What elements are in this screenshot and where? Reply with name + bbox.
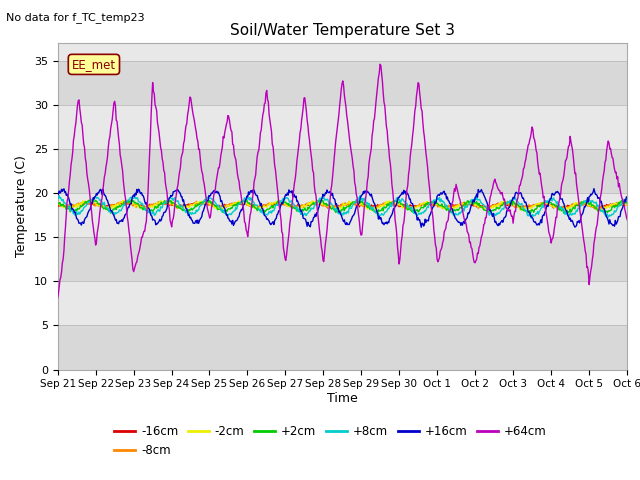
Bar (58, 105, 627, 149)
Text: EE_met: EE_met (72, 58, 116, 71)
Bar (58, 193, 627, 237)
Bar (58, 61, 627, 105)
Bar (58, 325, 627, 370)
Bar (58, 237, 627, 281)
Text: No data for f_TC_temp23: No data for f_TC_temp23 (6, 12, 145, 23)
Bar (58, 281, 627, 325)
X-axis label: Time: Time (327, 392, 358, 405)
Y-axis label: Temperature (C): Temperature (C) (15, 156, 28, 257)
Bar (58, 43, 627, 61)
Legend: -16cm, -8cm, -2cm, +2cm, +8cm, +16cm, +64cm: -16cm, -8cm, -2cm, +2cm, +8cm, +16cm, +6… (109, 420, 552, 462)
Title: Soil/Water Temperature Set 3: Soil/Water Temperature Set 3 (230, 23, 455, 38)
Bar (58, 149, 627, 193)
